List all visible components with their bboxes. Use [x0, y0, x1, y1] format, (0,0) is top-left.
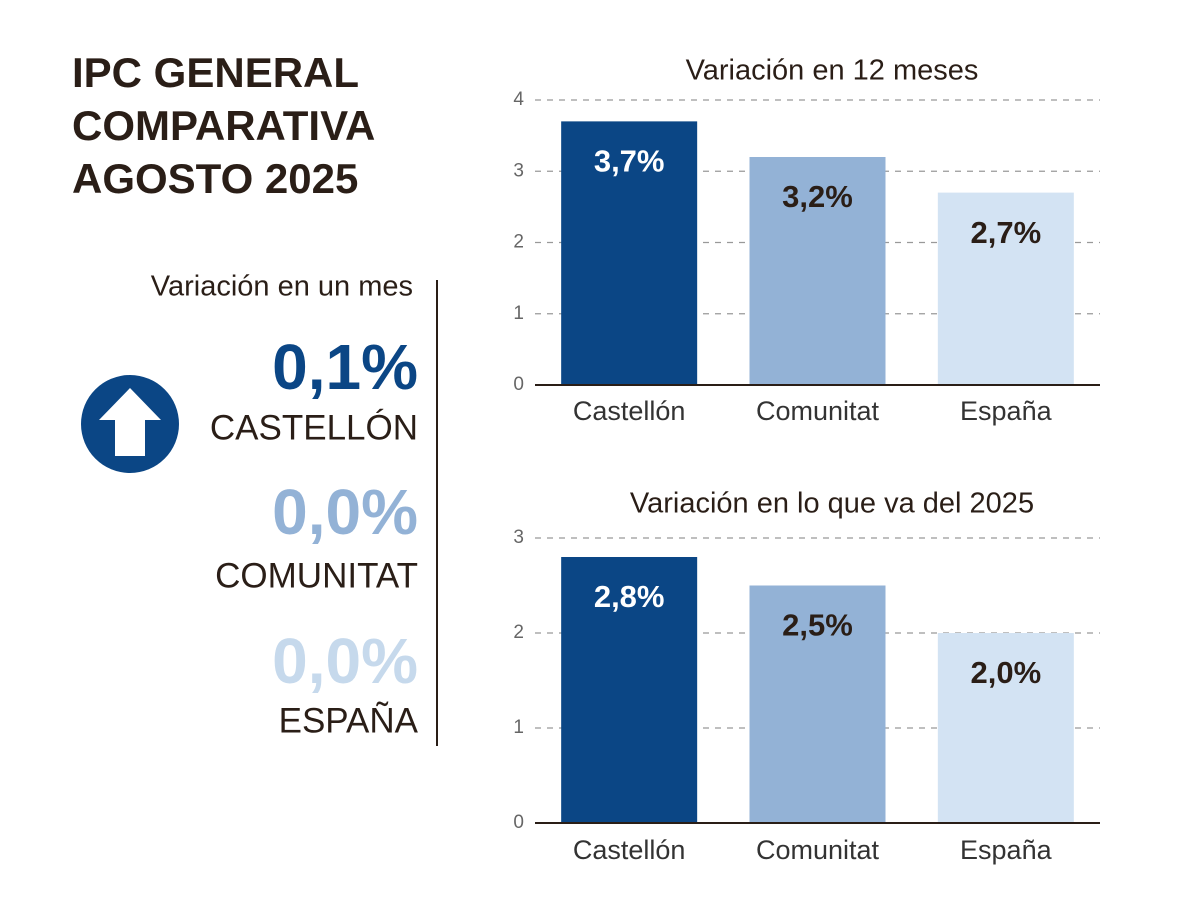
y-tick-label: 0 — [513, 374, 524, 395]
x-tick-label: España — [960, 835, 1053, 865]
y-tick-label: 0 — [513, 812, 524, 833]
value-label: 2,5% — [782, 608, 853, 643]
up-arrow-icon — [81, 375, 179, 473]
y-tick-label: 2 — [513, 622, 524, 643]
y-tick-label: 1 — [513, 303, 524, 324]
bar — [561, 557, 698, 823]
y-tick-label: 3 — [513, 160, 524, 181]
title-line: AGOSTO 2025 — [72, 155, 358, 202]
x-tick-label: España — [960, 396, 1053, 426]
monthly-value: 0,0% — [272, 476, 418, 548]
chart-title: Variación en 12 meses — [686, 55, 979, 87]
y-tick-label: 2 — [513, 232, 524, 253]
value-label: 2,8% — [594, 579, 665, 614]
bar — [749, 585, 886, 823]
x-tick-label: Comunitat — [756, 396, 880, 426]
monthly-label: COMUNITAT — [215, 556, 418, 595]
monthly-label: CASTELLÓN — [210, 408, 418, 447]
monthly-label: ESPAÑA — [279, 701, 419, 740]
title-line: COMPARATIVA — [72, 102, 375, 149]
value-label: 2,0% — [970, 655, 1041, 690]
monthly-title: Variación en un mes — [151, 271, 413, 303]
x-tick-label: Castellón — [573, 835, 686, 865]
y-tick-label: 3 — [513, 527, 524, 548]
title-line: IPC GENERAL — [72, 49, 359, 96]
y-tick-label: 4 — [513, 89, 524, 110]
monthly-value: 0,1% — [272, 331, 418, 403]
chart-title: Variación en lo que va del 2025 — [630, 488, 1034, 520]
value-label: 3,2% — [782, 179, 853, 214]
bar — [561, 121, 698, 385]
bar — [937, 192, 1074, 385]
x-tick-label: Castellón — [573, 396, 686, 426]
value-label: 2,7% — [970, 215, 1041, 250]
y-tick-label: 1 — [513, 717, 524, 738]
value-label: 3,7% — [594, 144, 665, 179]
monthly-value: 0,0% — [272, 625, 418, 697]
x-tick-label: Comunitat — [756, 835, 880, 865]
bar — [749, 157, 886, 385]
bar — [937, 633, 1074, 823]
